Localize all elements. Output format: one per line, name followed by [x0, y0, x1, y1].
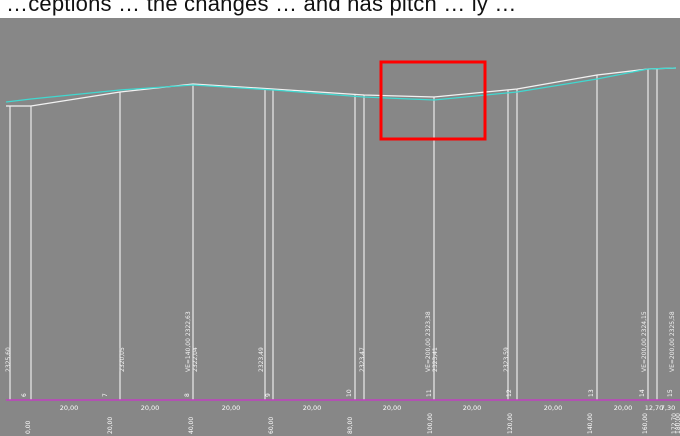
- caption-text: …ceptions … the changes … and has pitch …: [6, 0, 517, 16]
- chainage-label: 140,00: [587, 413, 594, 434]
- segment-distance: 20,00: [463, 404, 482, 412]
- point-numbers: 6 7 8 9 10 11 12 13 14 15: [21, 389, 674, 397]
- design-line: [5, 67, 677, 103]
- segment-distances: 20,00 20,00 20,00 20,00 20,00 20,00 20,00 20,00…: [60, 404, 676, 412]
- highlight-box: [379, 60, 487, 141]
- segment-distance: 20,00: [141, 404, 160, 412]
- chainage-label: 80,00: [347, 417, 354, 434]
- chainage-label: 172,70: [671, 413, 678, 434]
- segment-distance: 20,00: [303, 404, 322, 412]
- segment-distance: 20,00: [544, 404, 563, 412]
- station-label: 2320,05: [119, 347, 126, 372]
- segment-distance: 20,00: [60, 404, 79, 412]
- station-label: 2323,41: [432, 347, 439, 372]
- chainage-label: 180,00: [675, 413, 680, 434]
- point-number: 9: [265, 393, 272, 397]
- chainage-label: 60,00: [268, 417, 275, 434]
- point-number: 14: [639, 389, 646, 397]
- station-label: 2323,59: [503, 347, 510, 372]
- point-number: 11: [426, 389, 433, 397]
- station-label: 2322,04: [192, 347, 199, 372]
- point-number: 6: [21, 393, 28, 397]
- chainage-label: 120,00: [507, 413, 514, 434]
- segment-distance: 20,00: [383, 404, 402, 412]
- point-number: 7: [102, 393, 109, 397]
- chainage-labels: 0,00 20,00 40,00 60,00 80,00 100,00 120,00 140,…: [25, 413, 680, 434]
- station-label: 2325,60: [5, 347, 12, 372]
- station-labels: 2325,60 2320,05 VE=140,00 2322,63 2322,04 23…: [5, 311, 676, 372]
- point-number: 13: [588, 389, 595, 397]
- chainage-label: 20,00: [107, 417, 114, 434]
- caption-strip: …ceptions … the changes … and has pitch …: [0, 0, 680, 18]
- guide-lines: [9, 68, 658, 400]
- segment-distance: 7,30: [661, 404, 675, 412]
- station-label: VE=140,00 2322,63: [185, 311, 192, 372]
- segment-distance: 20,00: [222, 404, 241, 412]
- chainage-label: 0,00: [25, 420, 32, 434]
- station-label: 2323,47: [359, 347, 366, 372]
- point-number: 8: [184, 393, 191, 397]
- canvas-background: [0, 18, 680, 436]
- station-label: 2323,49: [258, 347, 265, 372]
- point-number: 15: [667, 389, 674, 397]
- chainage-label: 100,00: [427, 413, 434, 434]
- terrain-line: [6, 67, 677, 107]
- station-label: VE=200,00 2323,38: [425, 311, 432, 372]
- segment-distance: 20,00: [614, 404, 633, 412]
- point-number: 12: [506, 389, 513, 397]
- chainage-label: 160,00: [642, 413, 649, 434]
- station-label: VE=200,00 2325,58: [669, 311, 676, 372]
- point-number: 10: [346, 389, 353, 397]
- station-label: VE=200,00 2324,15: [641, 311, 648, 372]
- chainage-label: 40,00: [188, 417, 195, 434]
- segment-distance: 12,70: [645, 404, 664, 412]
